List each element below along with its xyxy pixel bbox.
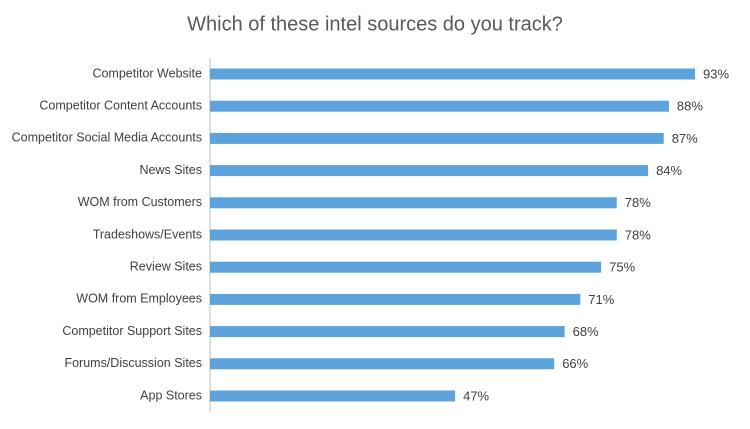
value-label: 75% [609, 260, 635, 275]
bar [210, 358, 555, 370]
bar [210, 326, 565, 338]
bar [210, 68, 695, 80]
bar [210, 197, 617, 209]
value-label: 68% [573, 324, 599, 339]
category-label: Review Sites [130, 259, 202, 273]
value-label: 88% [677, 99, 703, 114]
category-label: Competitor Website [92, 66, 202, 80]
bar [210, 293, 581, 305]
category-label: News Sites [139, 163, 202, 177]
value-label: 93% [703, 66, 729, 81]
bar [210, 100, 669, 112]
bar [210, 132, 664, 144]
value-label: 47% [463, 388, 489, 403]
value-label: 87% [672, 131, 698, 146]
category-label: Competitor Support Sites [62, 324, 202, 338]
category-label: Forums/Discussion Sites [64, 356, 202, 370]
value-label: 84% [656, 163, 682, 178]
chart-title: Which of these intel sources do you trac… [187, 13, 563, 35]
bar [210, 390, 456, 402]
value-label: 78% [625, 227, 651, 242]
category-label: App Stores [140, 388, 202, 402]
bar [210, 165, 649, 177]
category-label: WOM from Customers [78, 195, 202, 209]
value-label: 78% [625, 195, 651, 210]
category-label: Competitor Content Accounts [39, 98, 202, 112]
value-label: 71% [588, 292, 614, 307]
value-label: 66% [562, 356, 588, 371]
category-label: WOM from Employees [76, 292, 202, 306]
bar [210, 229, 617, 241]
category-label: Competitor Social Media Accounts [12, 131, 202, 145]
bar [210, 261, 602, 273]
category-label: Tradeshows/Events [93, 227, 202, 241]
